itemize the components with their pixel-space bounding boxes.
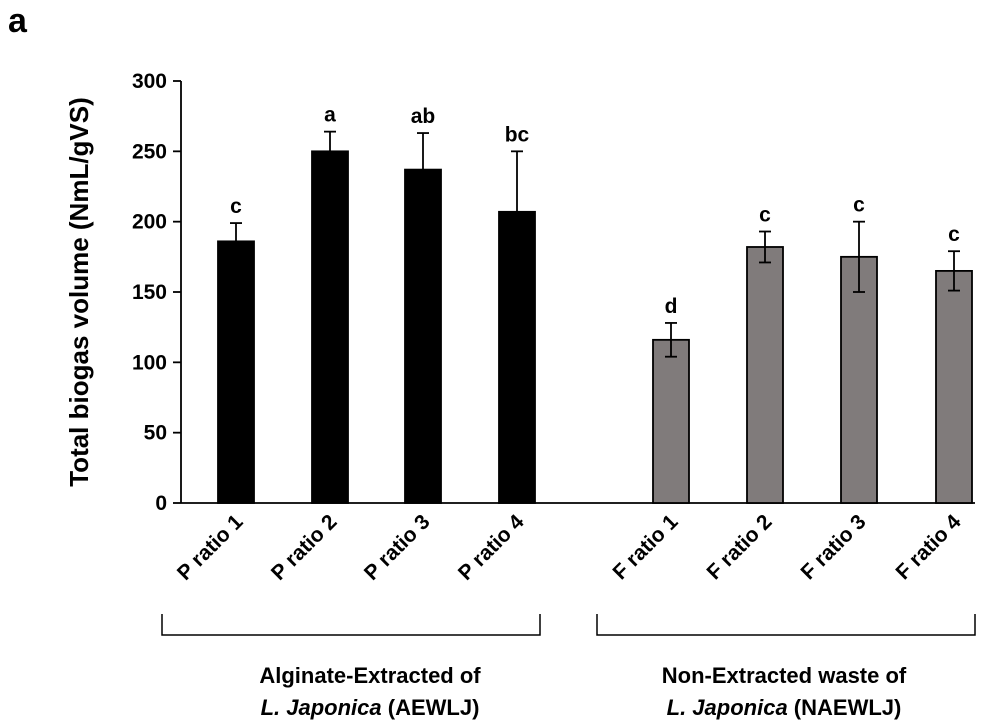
significance-letter: c	[948, 223, 960, 246]
category-label: P ratio 3	[360, 510, 435, 585]
significance-letter: c	[230, 195, 242, 218]
group-label-aewlj: Alginate-Extracted of L. Japonica (AEWLJ…	[160, 660, 580, 724]
group-label-naewlj-line1: Non-Extracted waste of	[661, 663, 907, 688]
y-tick-label: 300	[132, 70, 167, 93]
bar	[311, 150, 349, 504]
y-tick-label: 250	[132, 140, 167, 163]
y-tick-label: 0	[155, 492, 167, 515]
significance-letter: c	[853, 194, 865, 217]
category-label: P ratio 4	[454, 510, 529, 585]
y-tick-label: 100	[132, 351, 167, 374]
category-label: F ratio 2	[703, 510, 777, 584]
y-axis-label: Total biogas volume (NmL/gVS)	[64, 97, 94, 487]
y-tick-label: 50	[144, 422, 167, 445]
category-label: P ratio 2	[267, 510, 342, 585]
category-label: F ratio 1	[609, 510, 683, 584]
y-tick-label: 200	[132, 211, 167, 234]
group-label-aewlj-line1: Alginate-Extracted of	[259, 663, 481, 688]
group-label-naewlj: Non-Extracted waste of L. Japonica (NAEW…	[574, 660, 988, 724]
bracket-naewlj	[596, 614, 976, 636]
category-label: F ratio 3	[797, 510, 871, 584]
significance-letter: d	[665, 295, 678, 318]
bar	[840, 255, 878, 504]
bracket-aewlj	[161, 614, 541, 636]
category-label: P ratio 1	[173, 510, 248, 585]
significance-letter: bc	[505, 123, 530, 146]
panel-label: a	[8, 2, 27, 40]
significance-letter: a	[324, 104, 336, 127]
group-label-aewlj-species: L. Japonica	[260, 695, 382, 720]
group-label-aewlj-line2: L. Japonica (AEWLJ)	[160, 692, 580, 724]
group-label-naewlj-line2: L. Japonica (NAEWLJ)	[574, 692, 988, 724]
y-tick-label: 150	[132, 281, 167, 304]
group-label-aewlj-suffix: (AEWLJ)	[381, 695, 480, 720]
group-label-naewlj-suffix: (NAEWLJ)	[787, 695, 902, 720]
bar	[746, 246, 784, 504]
group-label-naewlj-species: L. Japonica	[666, 695, 788, 720]
bar	[652, 338, 690, 504]
category-label: F ratio 4	[892, 510, 966, 584]
significance-letter: ab	[411, 105, 436, 128]
bar	[404, 168, 442, 504]
bar	[217, 240, 255, 504]
significance-letter: c	[759, 204, 771, 227]
bar	[935, 269, 973, 504]
